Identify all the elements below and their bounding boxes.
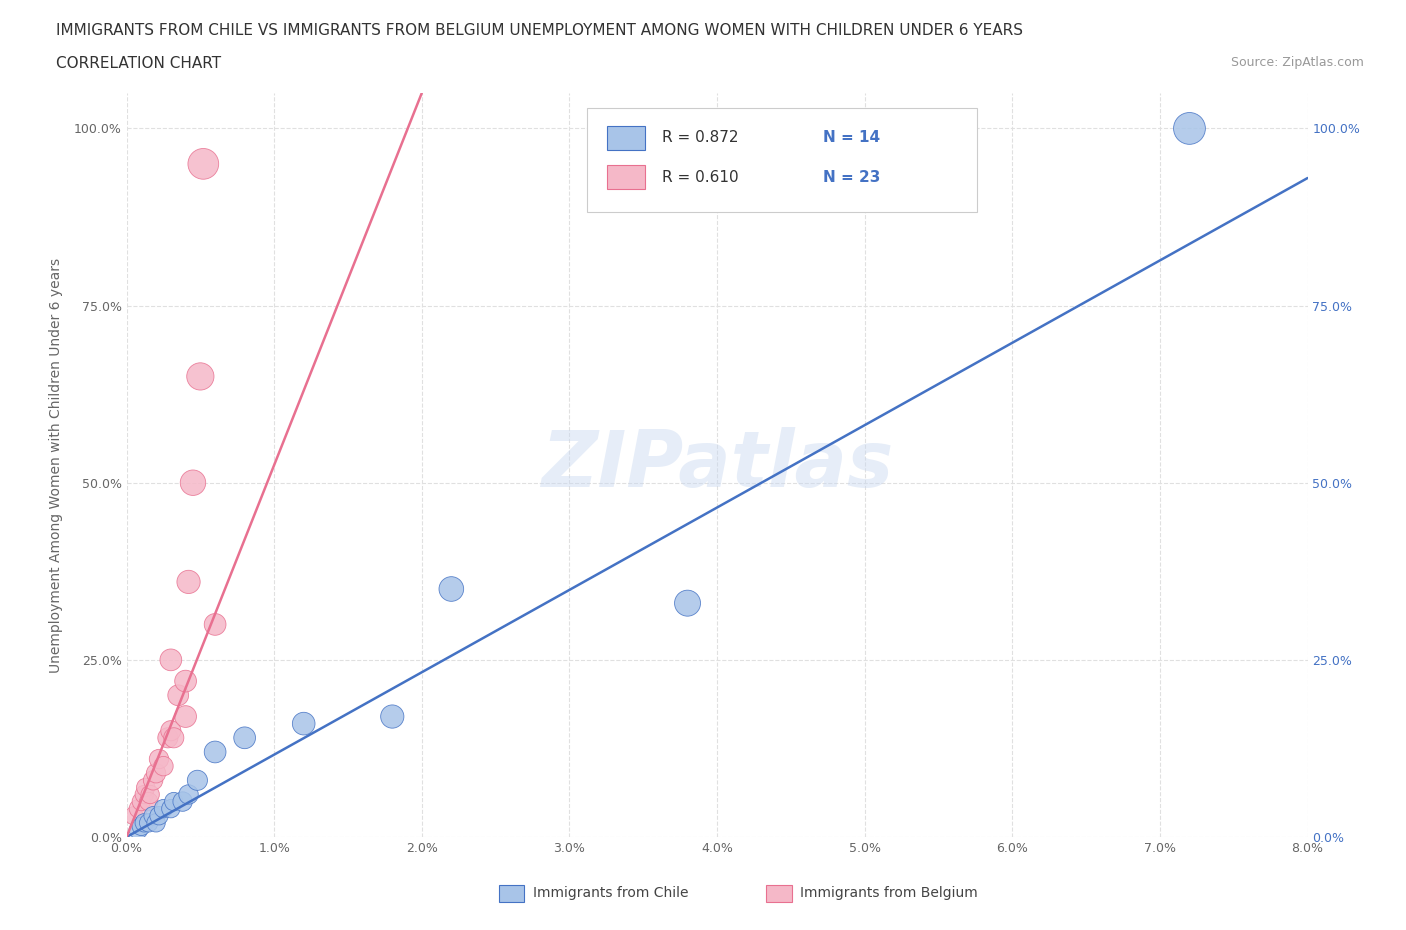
- Point: [174, 673, 197, 688]
- Point: [160, 802, 183, 817]
- FancyBboxPatch shape: [588, 108, 977, 212]
- Point: [145, 765, 167, 780]
- Point: [381, 709, 404, 724]
- Point: [160, 653, 183, 668]
- Point: [152, 759, 174, 774]
- Point: [167, 688, 190, 703]
- Point: [204, 617, 226, 631]
- Point: [138, 816, 160, 830]
- Point: [177, 575, 200, 590]
- Text: N = 14: N = 14: [824, 130, 880, 145]
- Text: Immigrants from Belgium: Immigrants from Belgium: [800, 885, 977, 900]
- Text: CORRELATION CHART: CORRELATION CHART: [56, 56, 221, 71]
- Point: [160, 724, 183, 738]
- Point: [134, 816, 156, 830]
- Point: [193, 156, 215, 171]
- Point: [148, 751, 170, 766]
- Point: [148, 808, 170, 823]
- Point: [122, 808, 145, 823]
- Text: N = 23: N = 23: [824, 169, 880, 184]
- Point: [188, 369, 211, 384]
- Point: [172, 794, 194, 809]
- Point: [129, 819, 153, 834]
- Point: [142, 808, 165, 823]
- Point: [163, 794, 186, 809]
- Point: [156, 730, 179, 745]
- Y-axis label: Unemployment Among Women with Children Under 6 years: Unemployment Among Women with Children U…: [49, 258, 63, 672]
- Point: [181, 475, 204, 490]
- Point: [138, 794, 160, 809]
- Point: [1178, 121, 1201, 136]
- Text: Immigrants from Chile: Immigrants from Chile: [533, 885, 689, 900]
- Point: [204, 745, 226, 760]
- Text: Source: ZipAtlas.com: Source: ZipAtlas.com: [1230, 56, 1364, 69]
- Point: [127, 822, 149, 837]
- Point: [139, 787, 162, 802]
- Text: R = 0.872: R = 0.872: [662, 130, 738, 145]
- Point: [233, 730, 256, 745]
- Text: ZIPatlas: ZIPatlas: [541, 427, 893, 503]
- Point: [135, 780, 157, 795]
- Point: [127, 802, 149, 817]
- Point: [145, 816, 167, 830]
- FancyBboxPatch shape: [607, 166, 645, 189]
- Point: [676, 596, 699, 611]
- Point: [292, 716, 315, 731]
- Point: [177, 787, 200, 802]
- Point: [142, 773, 165, 788]
- Text: IMMIGRANTS FROM CHILE VS IMMIGRANTS FROM BELGIUM UNEMPLOYMENT AMONG WOMEN WITH C: IMMIGRANTS FROM CHILE VS IMMIGRANTS FROM…: [56, 23, 1024, 38]
- FancyBboxPatch shape: [607, 126, 645, 150]
- Point: [134, 787, 156, 802]
- Point: [174, 709, 197, 724]
- Point: [129, 794, 153, 809]
- Text: R = 0.610: R = 0.610: [662, 169, 738, 184]
- Point: [152, 802, 174, 817]
- Point: [440, 581, 463, 596]
- Point: [163, 730, 186, 745]
- Point: [186, 773, 208, 788]
